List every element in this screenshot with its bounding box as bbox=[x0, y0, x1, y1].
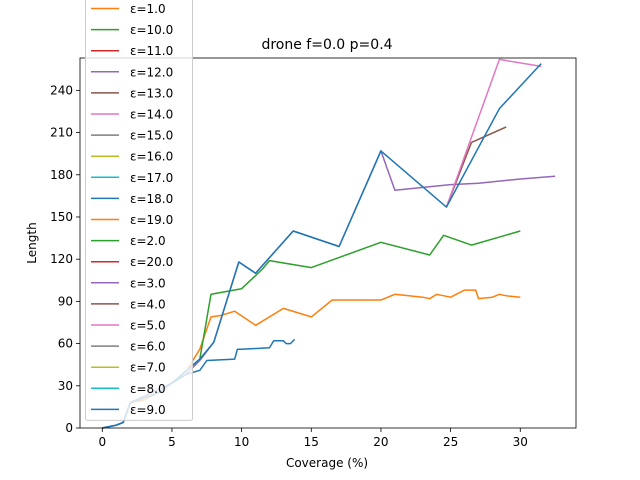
x-tick-label-6: 30 bbox=[513, 435, 528, 449]
y-tick-label-0: 0 bbox=[65, 421, 73, 435]
legend-label-11: ε=2.0 bbox=[130, 234, 166, 248]
x-tick-label-5: 25 bbox=[443, 435, 458, 449]
legend-label-8: ε=17.0 bbox=[130, 171, 173, 185]
y-tick-label-8: 240 bbox=[50, 83, 73, 97]
legend-label-7: ε=16.0 bbox=[130, 150, 173, 164]
legend-label-16: ε=6.0 bbox=[130, 340, 166, 354]
series-line-5 bbox=[445, 58, 542, 208]
y-tick-label-5: 150 bbox=[50, 210, 73, 224]
y-axis: 0 30 60 90 120 150 180 210 240 bbox=[50, 83, 80, 435]
legend-label-5: ε=14.0 bbox=[130, 108, 173, 122]
y-tick-label-3: 90 bbox=[58, 294, 73, 308]
legend-label-15: ε=5.0 bbox=[130, 319, 166, 333]
legend-label-3: ε=12.0 bbox=[130, 65, 173, 79]
plot-frame bbox=[79, 57, 577, 429]
chart-title: drone f=0.0 p=0.4 bbox=[261, 37, 392, 53]
x-axis: 0 5 10 15 20 25 30 bbox=[98, 428, 528, 449]
x-tick-label-2: 10 bbox=[234, 435, 249, 449]
legend-label-2: ε=11.0 bbox=[130, 44, 173, 58]
legend-label-14: ε=4.0 bbox=[130, 297, 166, 311]
y-tick-label-6: 180 bbox=[50, 168, 73, 182]
series-line-4 bbox=[445, 126, 507, 208]
x-axis-label: Coverage (%) bbox=[286, 456, 368, 470]
legend-label-9: ε=18.0 bbox=[130, 192, 173, 206]
legend-label-4: ε=13.0 bbox=[130, 86, 173, 100]
x-tick-label-3: 15 bbox=[304, 435, 319, 449]
x-tick-label-1: 5 bbox=[168, 435, 176, 449]
legend-label-10: ε=19.0 bbox=[130, 213, 173, 227]
legend-label-1: ε=10.0 bbox=[130, 23, 173, 37]
legend-label-6: ε=15.0 bbox=[130, 129, 173, 143]
legend-label-12: ε=20.0 bbox=[130, 255, 173, 269]
y-axis-label: Length bbox=[25, 222, 39, 263]
x-tick-label-0: 0 bbox=[98, 435, 106, 449]
y-tick-label-4: 120 bbox=[50, 252, 73, 266]
legend-label-13: ε=3.0 bbox=[130, 276, 166, 290]
legend-label-19: ε=9.0 bbox=[130, 403, 166, 417]
legend-box bbox=[85, 0, 193, 421]
legend-label-18: ε=8.0 bbox=[130, 382, 166, 396]
x-tick-label-4: 20 bbox=[373, 435, 388, 449]
legend: ε=1.0 ε=10.0 ε=11.0 ε=12.0 ε=13.0 ε=14.0 ε=15.… bbox=[85, 0, 193, 421]
y-tick-label-2: 60 bbox=[58, 337, 73, 351]
y-tick-label-1: 30 bbox=[58, 379, 73, 393]
y-tick-label-7: 210 bbox=[50, 126, 73, 140]
legend-label-17: ε=7.0 bbox=[130, 361, 166, 375]
legend-label-0: ε=1.0 bbox=[130, 2, 166, 16]
